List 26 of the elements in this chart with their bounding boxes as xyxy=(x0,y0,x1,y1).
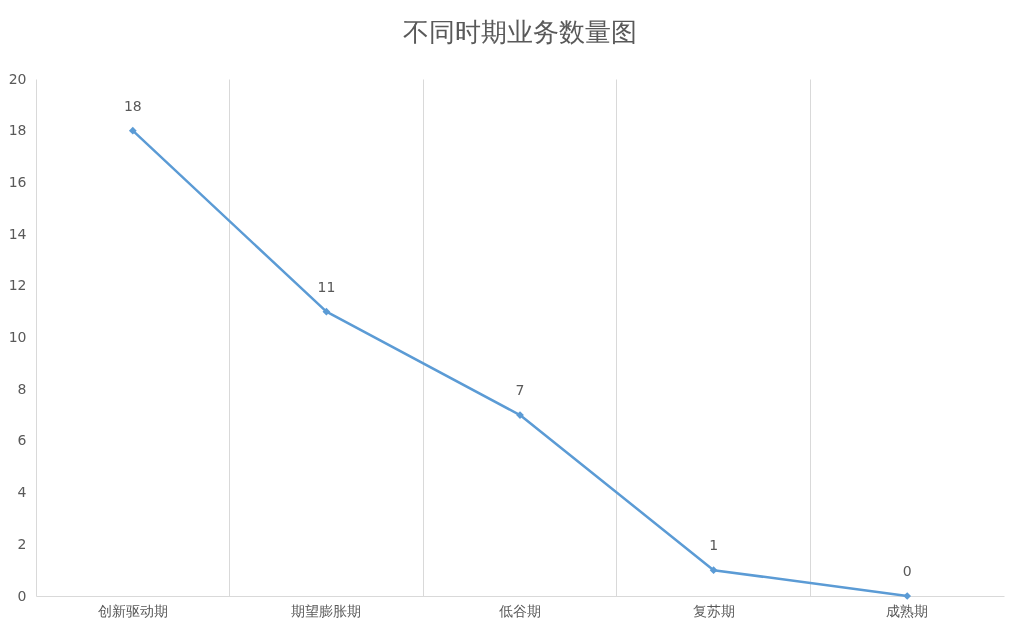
y-tick-label: 12 xyxy=(8,277,27,294)
point xyxy=(709,566,718,575)
y-tick-label: 2 xyxy=(17,535,27,552)
data-label: 0 xyxy=(902,563,912,579)
y-tick-label: 0 xyxy=(17,587,27,604)
y-tick-label: 16 xyxy=(8,173,27,190)
y-tick-label: 4 xyxy=(17,484,27,501)
x-tick-label: 复苏期 xyxy=(692,602,735,619)
x-tick-label: 创新驱动期 xyxy=(97,602,168,619)
point xyxy=(903,592,912,600)
point xyxy=(128,126,137,135)
x-tick-label: 期望膨胀期 xyxy=(291,602,362,619)
x-tick-label: 低谷期 xyxy=(499,602,541,619)
data-label: 7 xyxy=(515,382,525,399)
y-tick-label: 20 xyxy=(8,70,27,87)
y-tick-label: 8 xyxy=(17,380,27,397)
data-label: 18 xyxy=(123,97,142,114)
y-tick-label: 6 xyxy=(17,432,27,449)
y-tick-label: 10 xyxy=(8,329,27,345)
y-tick-label: 14 xyxy=(8,225,27,242)
y-tick-label: 18 xyxy=(8,122,27,139)
x-tick-label: 成熟期 xyxy=(886,602,929,619)
data-label: 11 xyxy=(317,278,336,295)
data-label: 1 xyxy=(709,537,719,554)
point xyxy=(322,307,331,316)
chart-title: 不同时期业务数量图 xyxy=(403,17,637,47)
